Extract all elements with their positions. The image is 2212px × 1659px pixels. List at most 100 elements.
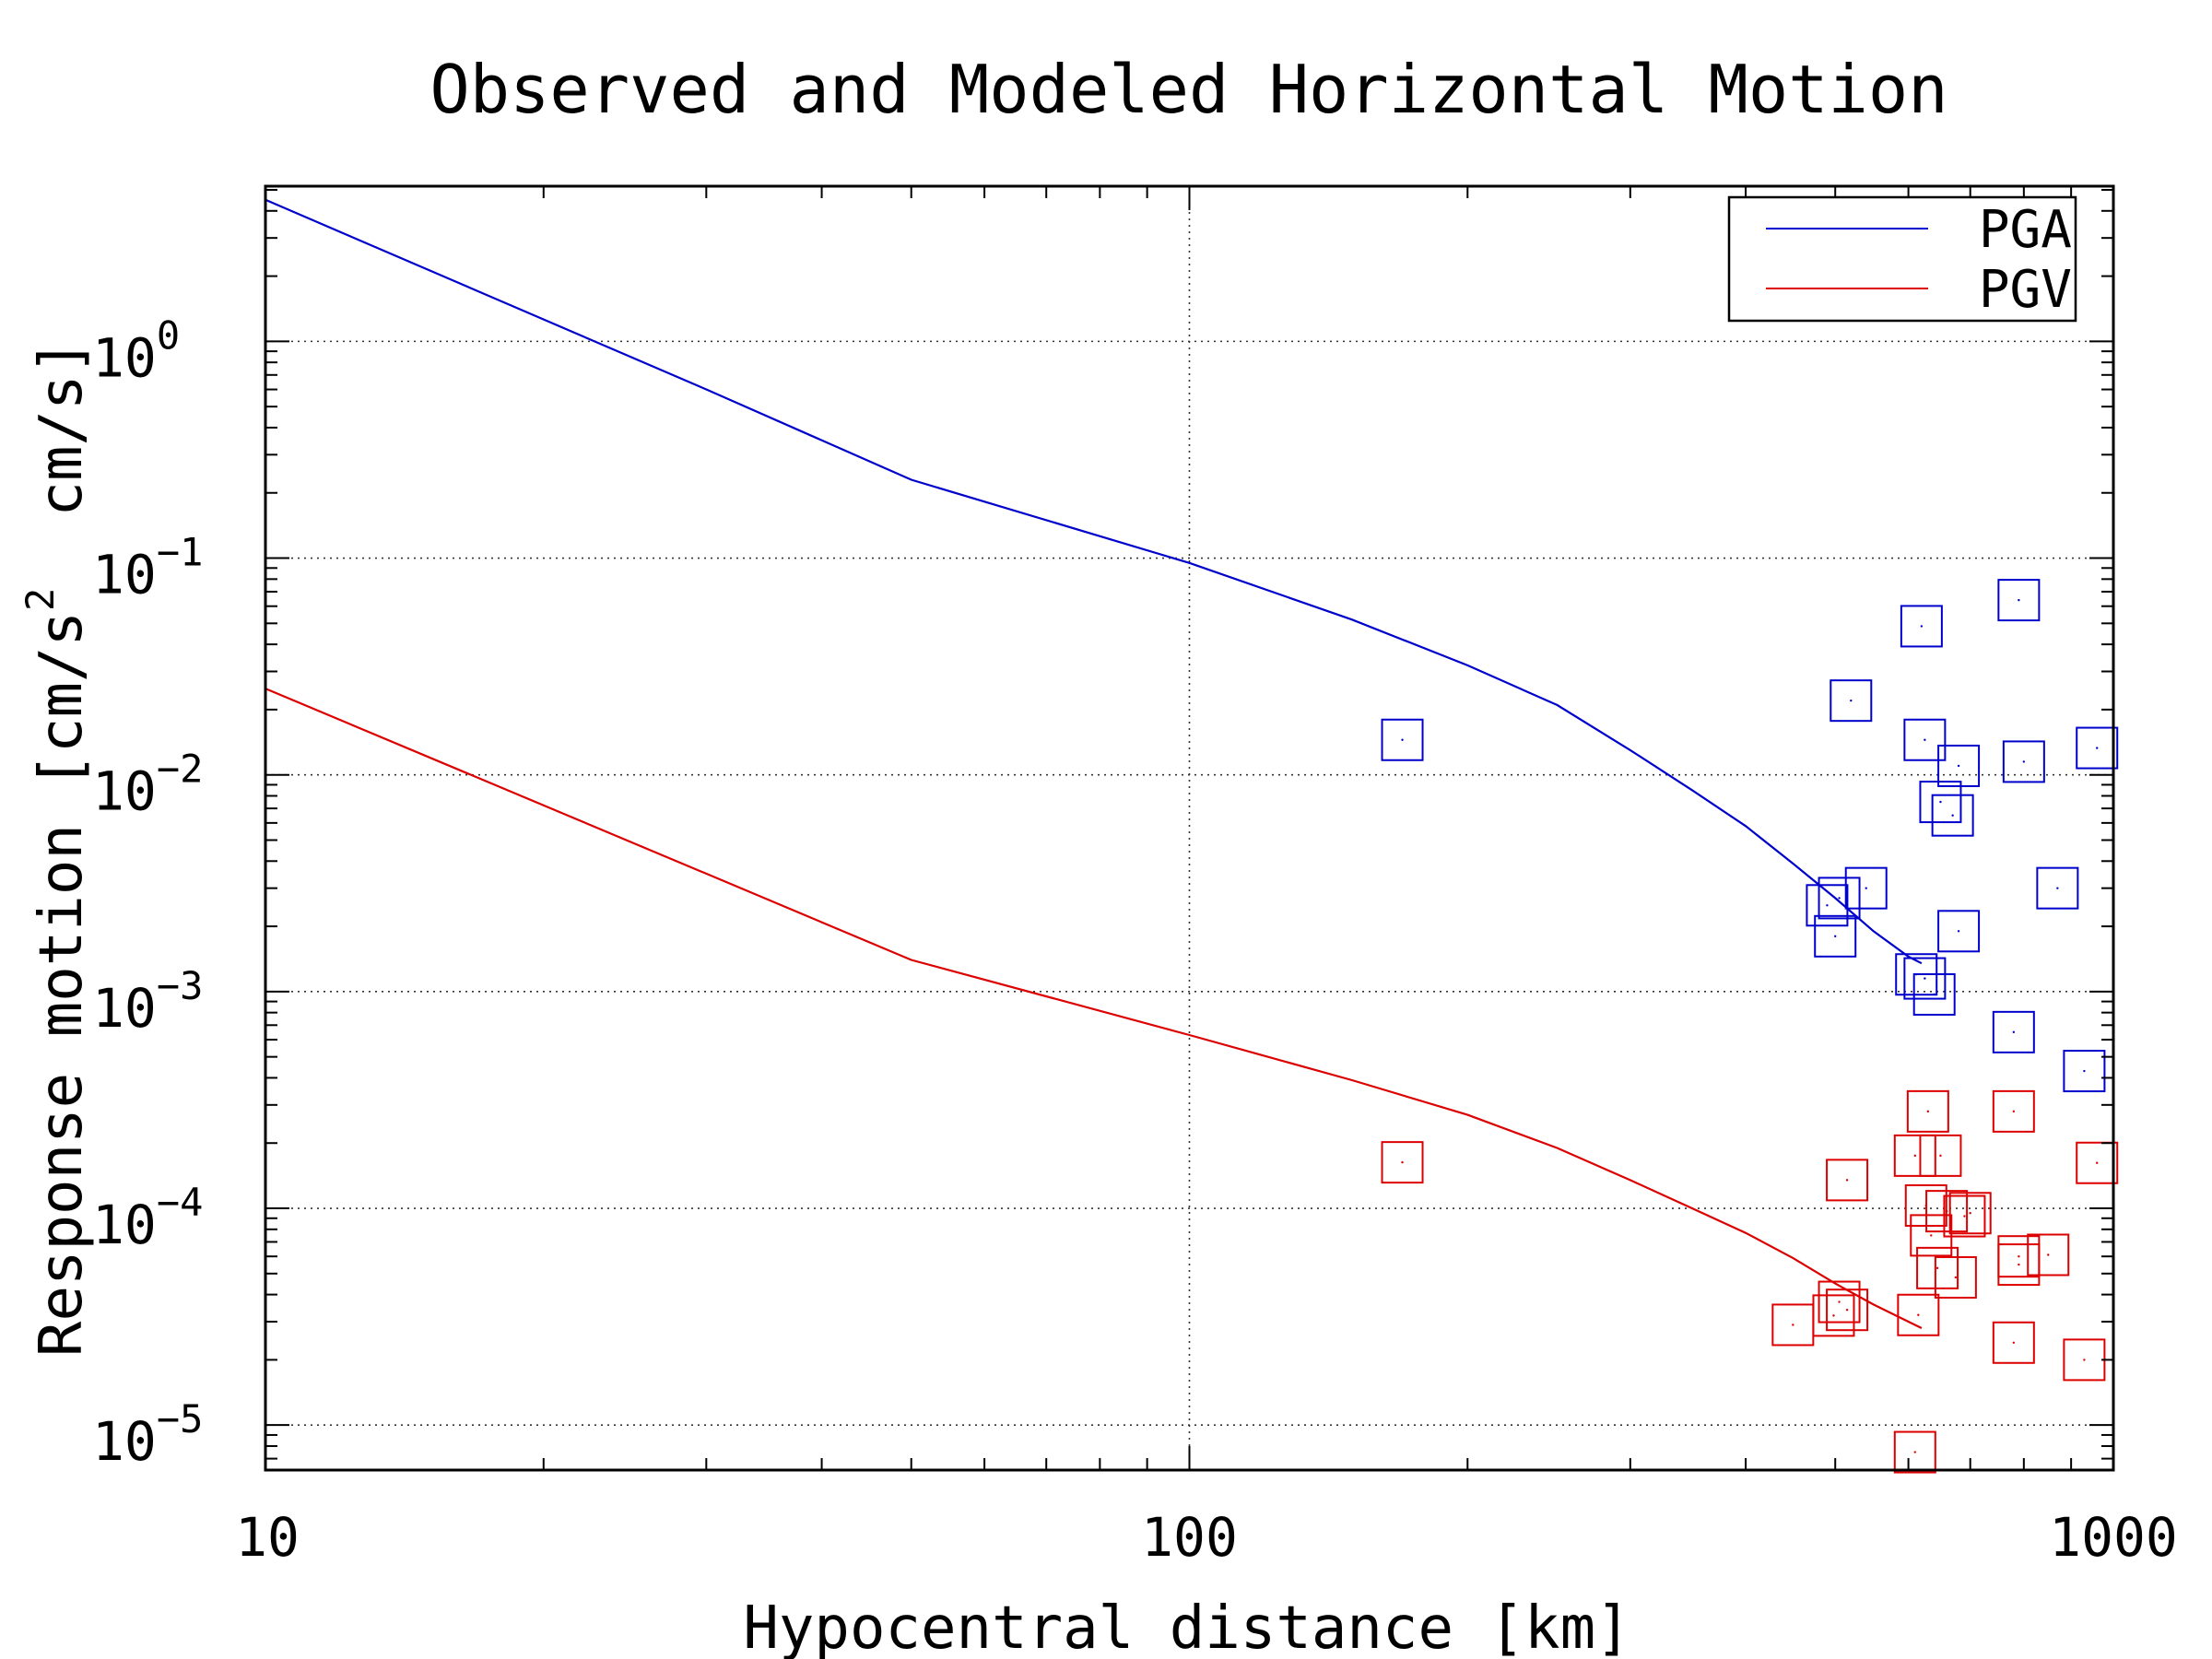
observed-point-pgv <box>1992 1089 2035 1133</box>
observed-point-center <box>2012 1030 2016 1034</box>
observed-point-pgv <box>1897 1293 1940 1336</box>
observed-point-pgv <box>1934 1255 1977 1299</box>
y-tick-label-exponent: −5 <box>157 1396 204 1441</box>
observed-point-center <box>1957 764 1960 768</box>
observed-point-pga <box>1919 781 1962 824</box>
legend-label-pgv: PGV <box>1979 260 2072 320</box>
grid-layer <box>265 186 2113 1470</box>
observed-point-pgv <box>1826 1159 1869 1202</box>
observed-point-center <box>1401 738 1404 741</box>
observed-point-pgv <box>1904 1183 1947 1227</box>
observed-point-center <box>2012 1110 2016 1113</box>
observed-point-pga <box>1937 744 1981 787</box>
legend-label-pga: PGA <box>1979 200 2072 260</box>
observed-point-pga <box>1931 794 1974 837</box>
observed-point-pga <box>1997 579 2041 622</box>
observed-point-center <box>1913 1451 1916 1453</box>
observed-point-pgv <box>1826 1288 1869 1332</box>
observed-point-center <box>1838 1300 1841 1303</box>
observed-point-pga <box>1992 1010 2035 1053</box>
observed-point-center <box>1917 1313 1920 1316</box>
observed-point-pga <box>1806 884 1849 927</box>
observed-point-pgv <box>1818 1280 1861 1324</box>
x-axis-label: Hypocentral distance [km] <box>743 1594 1630 1659</box>
observed-point-center <box>1951 814 1954 817</box>
observed-point-pgv <box>1812 1294 1855 1337</box>
observed-point-center <box>1936 1266 1939 1270</box>
observed-point-pga <box>2063 1050 2106 1093</box>
observed-point-pga <box>1903 957 1947 1000</box>
series-line-pgv <box>265 688 1923 1329</box>
y-tick-label-base: 10 <box>92 544 157 606</box>
observed-point-center <box>1930 1234 1933 1237</box>
observed-point-pga <box>1844 866 1888 910</box>
observed-point-pga <box>2076 726 2119 770</box>
observed-point-pga <box>1814 914 1857 958</box>
observed-point-pgv <box>1893 1134 1936 1177</box>
y-axis-label: Response motion [cm/s2 cm/s] <box>18 339 96 1357</box>
observed-point-pgv <box>1948 1192 1992 1235</box>
y-tick-label-base: 10 <box>92 1194 157 1256</box>
y-tick-label-base: 10 <box>92 1410 157 1473</box>
observed-point-pgv <box>2027 1233 2070 1277</box>
y-axis-label-tail: cm/s] <box>28 339 96 588</box>
y-tick-label: 10−3 <box>92 963 203 1040</box>
y-tick-label: 10−5 <box>92 1396 203 1473</box>
observed-point-center <box>2056 887 2059 889</box>
legend: PGA PGV <box>1727 195 2077 323</box>
observed-point-center <box>1957 930 1960 933</box>
y-tick-label-exponent: 0 <box>157 312 180 358</box>
y-tick-label-exponent: −2 <box>157 747 204 792</box>
y-tick-label-base: 10 <box>92 326 157 389</box>
y-tick-label: 10−1 <box>92 530 203 606</box>
observed-point-center <box>1792 1324 1794 1326</box>
y-tick-label-base: 10 <box>92 760 157 823</box>
observed-point-pgv <box>1997 1235 2041 1278</box>
chart-title: Observed and Modeled Horizontal Motion <box>429 51 1947 128</box>
observed-point-center <box>1933 993 1936 996</box>
observed-point-pgv <box>1916 1246 1959 1289</box>
y-tick-label: 10−4 <box>92 1180 203 1256</box>
observed-point-center <box>1954 1276 1958 1279</box>
observed-point-center <box>1401 1160 1404 1164</box>
y-tick-label-exponent: −3 <box>157 963 204 1008</box>
observed-point-pgv <box>1906 1089 1949 1133</box>
observed-point-center <box>2047 1253 2050 1256</box>
observed-point-center <box>1834 935 1837 938</box>
observed-point-center <box>1939 800 1942 804</box>
observed-point-center <box>1865 887 1867 889</box>
observed-point-pga <box>1900 605 1943 648</box>
observed-point-pga <box>1912 972 1956 1016</box>
x-tick-label: 100 <box>1141 1506 1238 1569</box>
y-tick-label: 10−2 <box>92 747 203 823</box>
observed-point-pgv <box>2076 1141 2119 1184</box>
observed-point-pgv <box>1919 1134 1962 1177</box>
y-tick-label: 100 <box>92 312 180 389</box>
observed-point-center <box>2096 1161 2099 1164</box>
observed-point-pgv <box>1992 1321 2035 1364</box>
observed-point-center <box>1939 1154 1942 1158</box>
observed-point-center <box>1832 1314 1835 1317</box>
observed-point-center <box>2022 760 2026 763</box>
observed-point-pga <box>2002 740 2045 783</box>
x-tick-label: 1000 <box>2049 1506 2178 1569</box>
observed-point-pga <box>2036 866 2079 910</box>
series-layer <box>265 198 2119 1474</box>
y-axis-label-superscript: 2 <box>18 588 63 611</box>
observed-point-center <box>1838 897 1841 900</box>
observed-point-center <box>2083 1069 2086 1073</box>
observed-point-center <box>1924 738 1926 741</box>
observed-point-pgv <box>1943 1194 1986 1238</box>
observed-point-center <box>1924 1204 1927 1207</box>
observed-point-center <box>1969 1212 1971 1215</box>
observed-point-center <box>1850 699 1853 702</box>
legend-box <box>1727 195 2077 323</box>
observed-point-center <box>2018 598 2020 602</box>
observed-point-center <box>1963 1215 1966 1218</box>
observed-point-pga <box>1937 910 1981 953</box>
observed-point-center <box>1913 1154 1916 1158</box>
observed-point-pgv <box>1910 1214 1953 1257</box>
observed-point-pga <box>1818 877 1861 920</box>
